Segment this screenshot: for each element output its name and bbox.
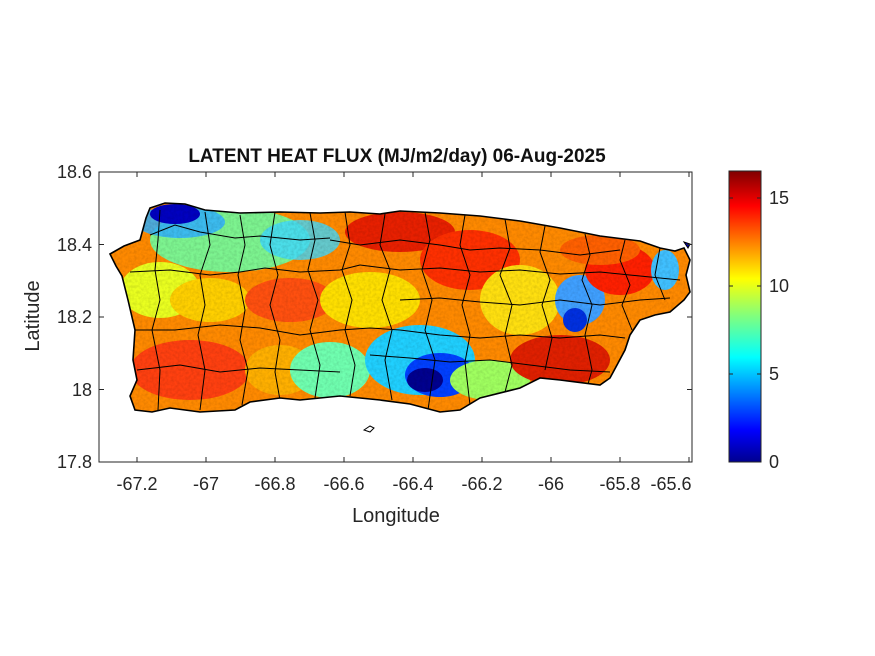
colorbar: [728, 170, 762, 463]
y-axis-label: Latitude: [22, 280, 44, 351]
x-axis-label: Longitude: [352, 505, 440, 527]
x-axis: [136, 172, 690, 462]
colorbar-tick-label: 15: [769, 188, 789, 208]
y-tick-label: 18: [72, 380, 92, 400]
colorbar-tick-label: 10: [769, 276, 789, 296]
y-tick-label: 17.8: [57, 452, 92, 472]
map-title: LATENT HEAT FLUX (MJ/m2/day) 06-Aug-2025: [188, 146, 606, 167]
y-tick-label: 18.4: [57, 235, 92, 255]
island-coastline: [108, 202, 691, 413]
y-tick-label: 18.6: [57, 162, 92, 182]
colorbar-tick-label: 5: [769, 364, 779, 384]
heat-flux-field: [110, 203, 690, 412]
x-tick-label: -65.6: [650, 474, 691, 494]
colorbar-ticks: [729, 197, 761, 463]
x-tick-label: -67: [193, 474, 219, 494]
y-axis: [99, 171, 692, 463]
x-tick-label: -66: [538, 474, 564, 494]
x-tick-label: -66.8: [254, 474, 295, 494]
x-tick-label: -65.8: [599, 474, 640, 494]
x-tick-label: -67.2: [116, 474, 157, 494]
y-tick-label: 18.2: [57, 307, 92, 327]
x-tick-label: -66.6: [323, 474, 364, 494]
x-tick-label: -66.2: [461, 474, 502, 494]
colorbar-tick-label: 0: [769, 452, 779, 472]
municipality-boundaries: [129, 209, 681, 411]
island-caja-de-muertos: [362, 425, 375, 433]
x-tick-label: -66.4: [392, 474, 433, 494]
